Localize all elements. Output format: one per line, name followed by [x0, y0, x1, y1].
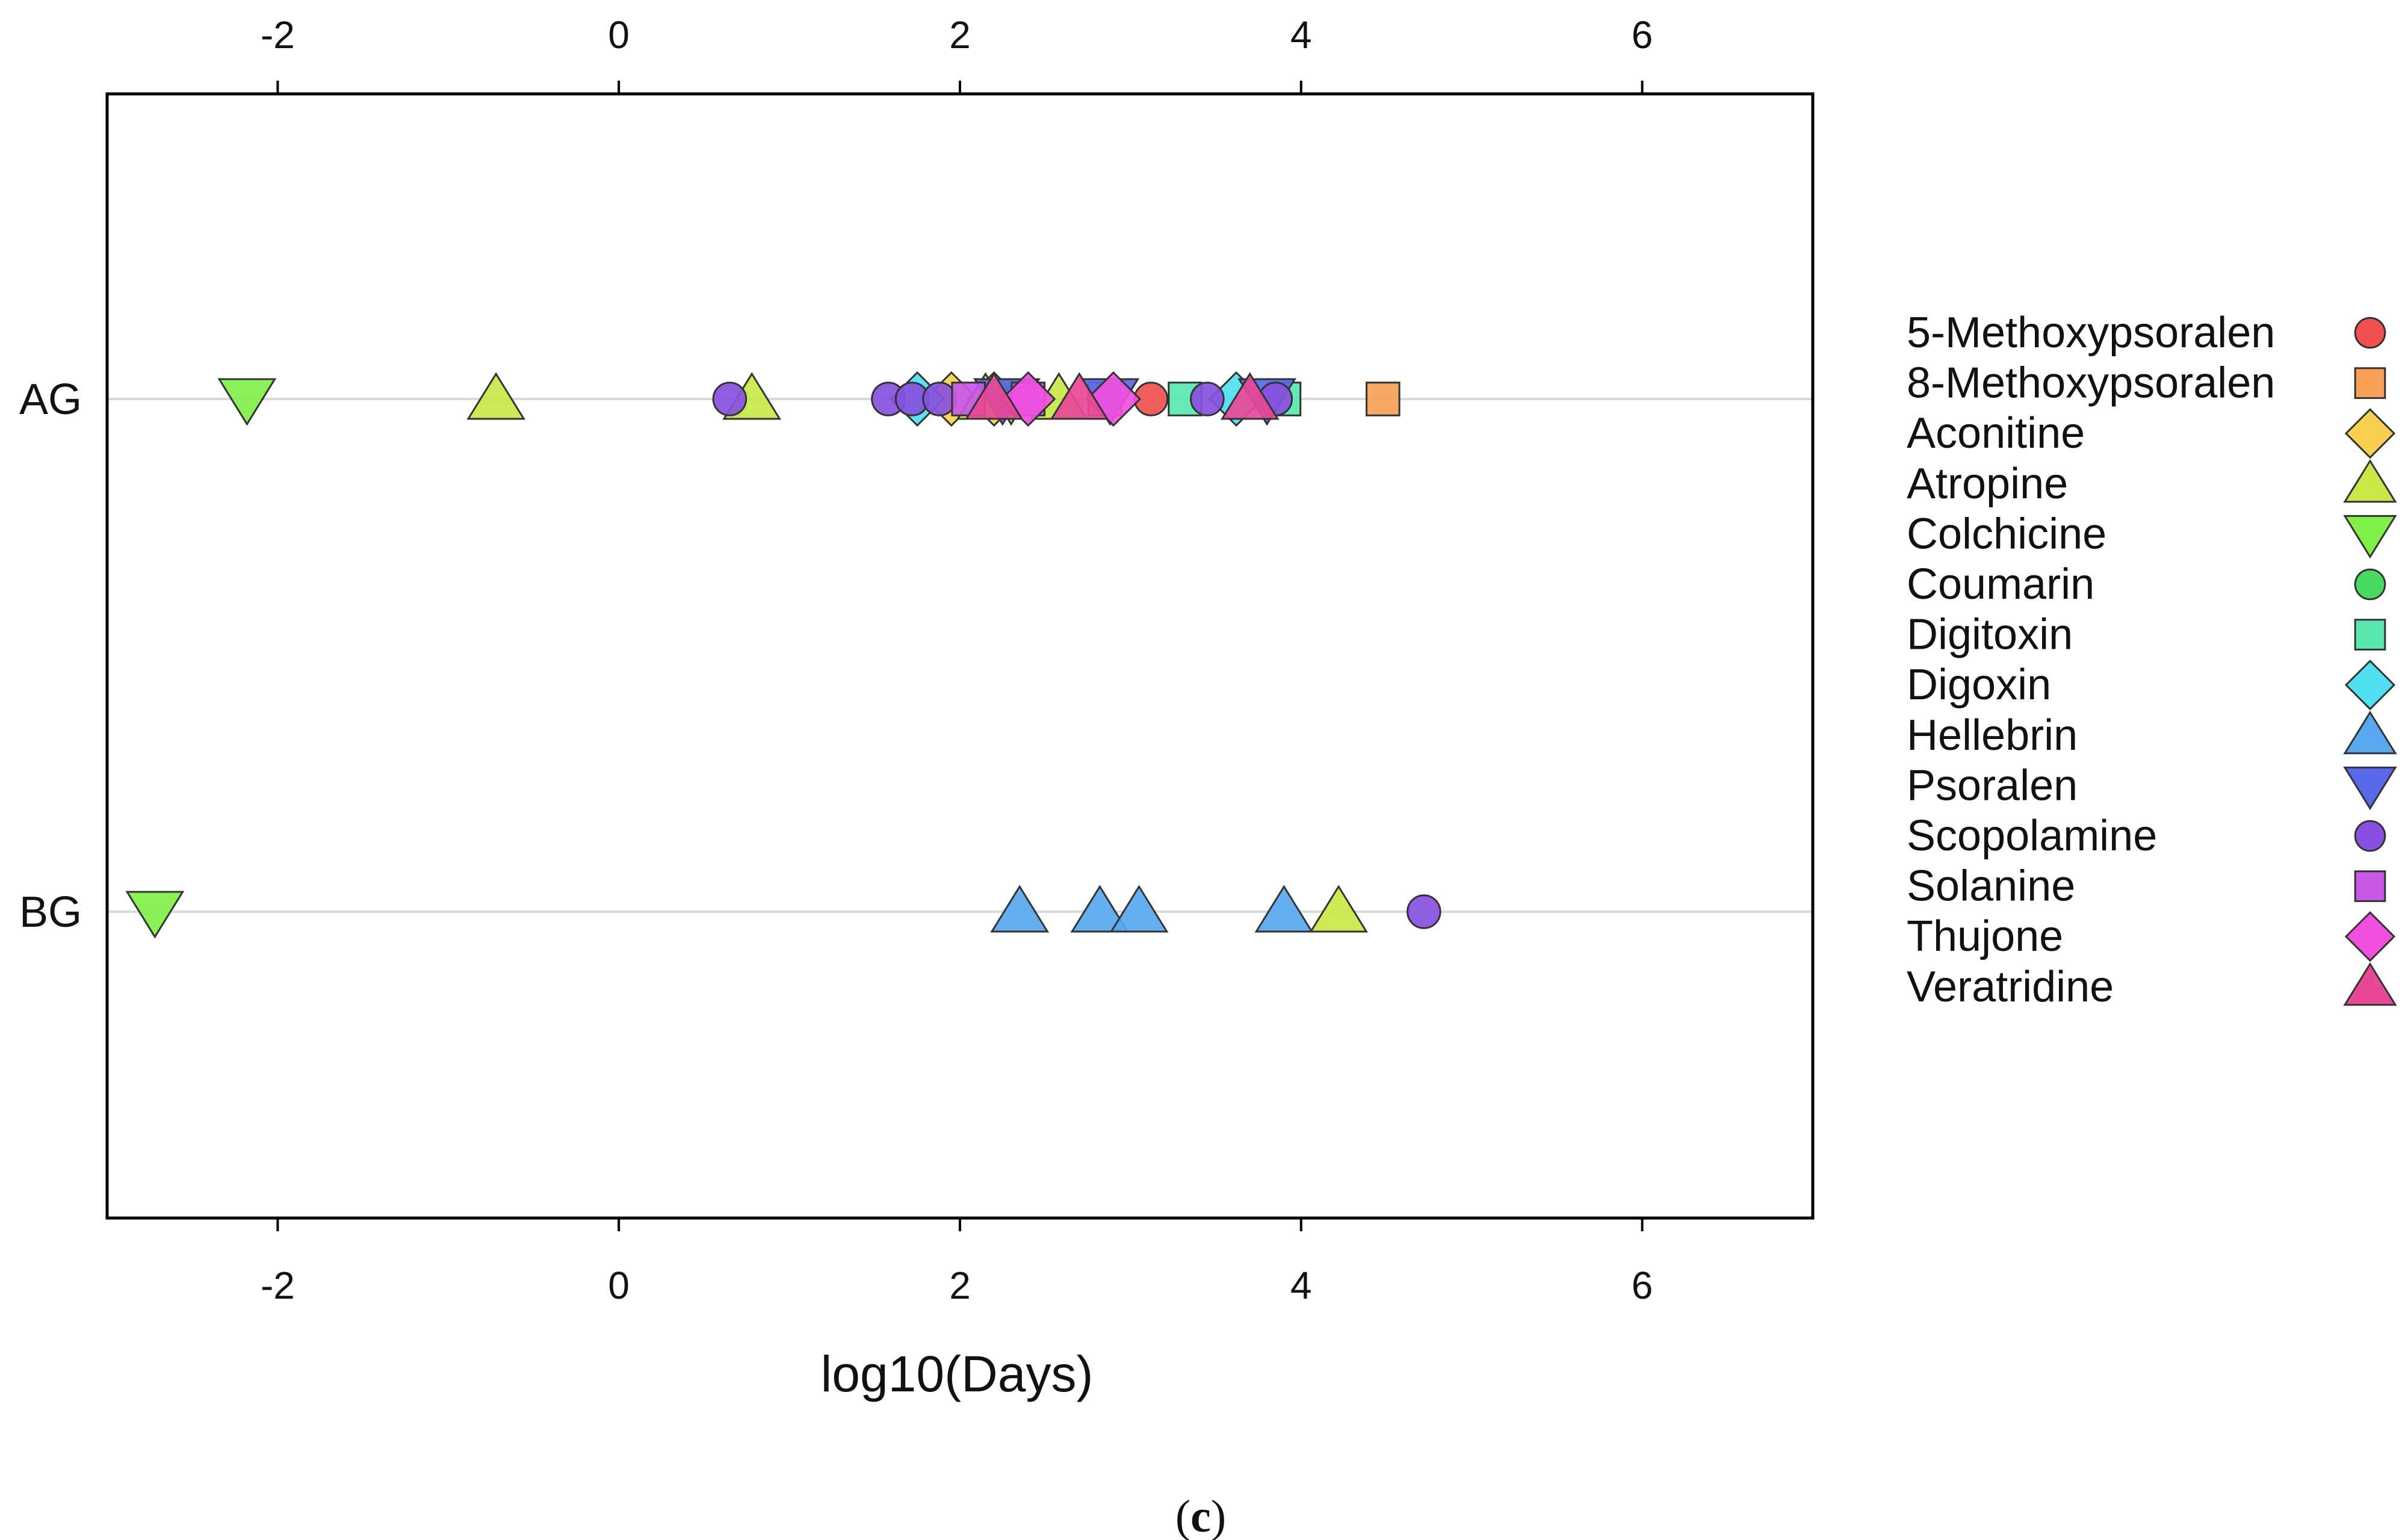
legend-label: Veratridine	[1907, 963, 2114, 1011]
legend-marker	[2343, 962, 2397, 1006]
legend-marker	[2354, 317, 2386, 349]
axis-layer: -2 -2 0 0 2 2 4 4 6 6 AG BG	[19, 13, 1653, 1307]
legend-item: Psoralen	[1907, 761, 2397, 811]
legend-item: 8-Methoxypsoralen	[1907, 359, 2386, 407]
data-point	[1190, 382, 1225, 416]
caption-open-paren: (	[1175, 1491, 1190, 1540]
legend-marker	[2343, 766, 2397, 811]
legend-marker	[2344, 660, 2396, 711]
legend-label: Hellebrin	[1907, 711, 2078, 759]
top-tick-label: -2	[261, 13, 295, 57]
legend-marker	[2343, 459, 2397, 503]
legend-marker	[2344, 911, 2396, 962]
top-tick-label: 4	[1290, 13, 1312, 57]
bottom-tick-label: -2	[261, 1264, 295, 1307]
grid-layer	[107, 398, 1813, 913]
category-label-bg: BG	[19, 888, 82, 936]
legend-item: Veratridine	[1907, 962, 2397, 1011]
data-point	[990, 885, 1050, 933]
x-axis-label: log10(Days)	[821, 1346, 1094, 1402]
legend-label: Aconitine	[1907, 409, 2085, 457]
legend-marker	[2354, 820, 2386, 852]
data-point	[712, 382, 747, 416]
top-tick-label: 6	[1632, 13, 1653, 57]
legend-label: Digitoxin	[1907, 611, 2073, 659]
legend-label: Colchicine	[1907, 510, 2106, 558]
legend-label: Thujone	[1907, 912, 2063, 960]
legend-marker	[2354, 870, 2386, 902]
legend-label: Digoxin	[1907, 661, 2051, 709]
legend: 5-Methoxypsoralen8-MethoxypsoralenAconit…	[1907, 309, 2397, 1011]
bottom-tick-label: 2	[949, 1264, 971, 1307]
legend-label: Coumarin	[1907, 560, 2094, 608]
legend-marker	[2354, 568, 2386, 601]
legend-marker	[2343, 515, 2397, 559]
bottom-tick-label: 6	[1632, 1264, 1653, 1307]
data-point	[922, 382, 957, 416]
data-point	[125, 891, 185, 939]
caption-close-paren: )	[1211, 1491, 1226, 1540]
legend-marker	[2354, 367, 2386, 399]
data-point	[1070, 885, 1130, 933]
legend-label: 8-Methoxypsoralen	[1907, 359, 2275, 407]
bottom-tick-label: 4	[1290, 1264, 1312, 1307]
legend-label: Scopolamine	[1907, 812, 2157, 860]
data-point	[964, 372, 1024, 420]
legend-item: Colchicine	[1907, 510, 2397, 559]
data-point	[1220, 372, 1280, 420]
data-point	[1109, 885, 1169, 933]
plot-frame	[105, 92, 1815, 1220]
data-point	[217, 378, 277, 426]
legend-item: Aconitine	[1907, 408, 2396, 459]
legend-item: Scopolamine	[1907, 812, 2386, 860]
legend-label: 5-Methoxypsoralen	[1907, 309, 2275, 357]
legend-item: Hellebrin	[1907, 710, 2397, 759]
legend-item: Coumarin	[1907, 560, 2386, 608]
legend-marker	[2343, 710, 2397, 755]
caption-letter: c	[1190, 1491, 1211, 1540]
data-point	[466, 372, 526, 420]
legend-item: 5-Methoxypsoralen	[1907, 309, 2386, 357]
top-tick-label: 2	[949, 13, 971, 57]
data-point	[1366, 382, 1401, 416]
legend-marker	[2344, 408, 2396, 459]
figure-caption: (c)	[1175, 1491, 1226, 1540]
legend-item: Solanine	[1907, 862, 2386, 911]
legend-item: Atropine	[1907, 459, 2397, 508]
legend-label: Atropine	[1907, 460, 2068, 508]
data-point	[1050, 372, 1109, 420]
points-layer	[125, 371, 1441, 939]
legend-item: Digoxin	[1907, 660, 2396, 711]
top-tick-label: 0	[608, 13, 630, 57]
legend-label: Psoralen	[1907, 761, 2078, 809]
bottom-tick-label: 0	[608, 1264, 630, 1307]
data-point	[1309, 885, 1369, 933]
legend-label: Solanine	[1907, 862, 2075, 911]
data-point	[1407, 894, 1441, 929]
category-label-ag: AG	[19, 376, 82, 424]
legend-item: Thujone	[1907, 911, 2396, 962]
legend-marker	[2354, 619, 2386, 651]
legend-item: Digitoxin	[1907, 611, 2386, 659]
data-point	[1254, 885, 1314, 933]
